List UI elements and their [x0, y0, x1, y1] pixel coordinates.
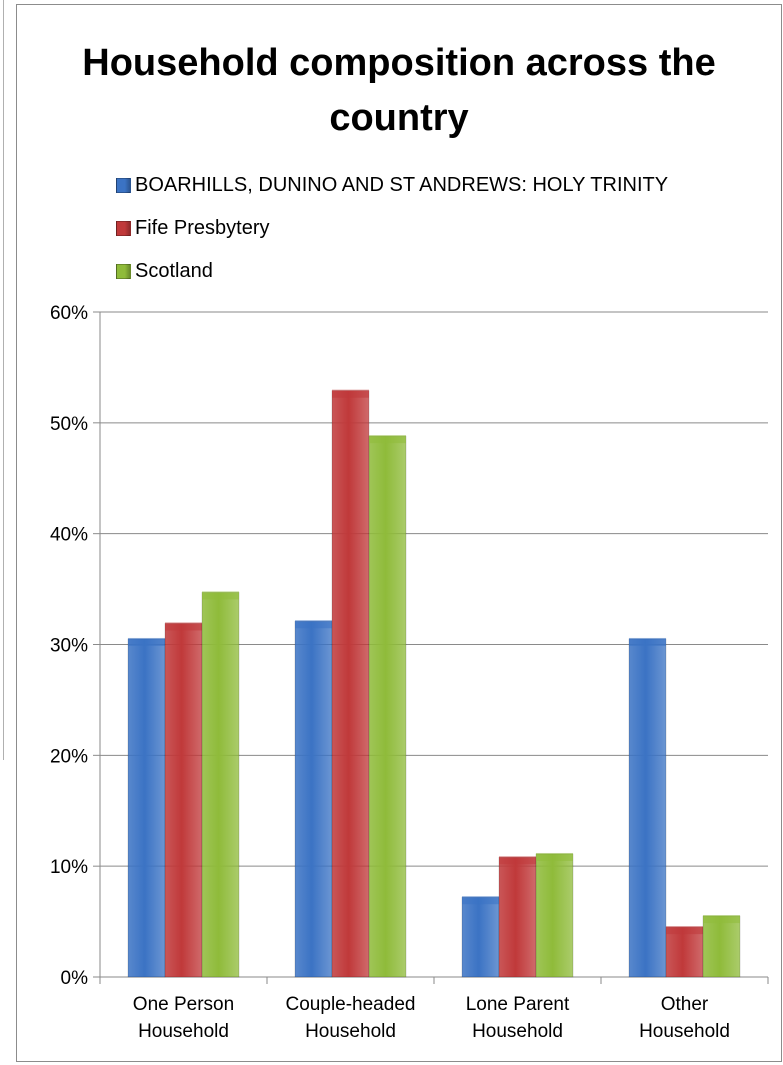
bar — [498, 856, 537, 978]
bar — [331, 390, 370, 978]
bar — [665, 926, 704, 978]
y-tick-label: 60% — [50, 303, 88, 324]
chart-legend: BOARHILLS, DUNINO AND ST ANDREWS: HOLY T… — [116, 164, 668, 293]
x-tick-label: Household — [305, 1021, 396, 1042]
bar — [368, 435, 407, 978]
bar — [164, 623, 203, 978]
bar-top — [165, 622, 202, 631]
y-tick-label: 40% — [50, 525, 88, 546]
x-tick-label: One Person — [133, 994, 234, 1015]
legend-item: Scotland — [116, 250, 668, 293]
y-tick-label: 20% — [50, 746, 88, 767]
y-tick-label: 30% — [50, 636, 88, 657]
y-tick-label: 0% — [61, 968, 89, 989]
bar-top — [629, 637, 666, 646]
x-tick-label: Other — [661, 994, 709, 1015]
y-tick-label: 50% — [50, 414, 88, 435]
bar-top — [369, 435, 406, 444]
bar — [461, 896, 500, 978]
bar-top — [332, 389, 369, 398]
legend-label: Fife Presbytery — [135, 217, 270, 239]
bar-top — [536, 852, 573, 861]
legend-swatch — [116, 178, 131, 193]
bar — [294, 620, 333, 978]
x-tick-label: Lone Parent — [466, 994, 570, 1015]
legend-item: Fife Presbytery — [116, 207, 668, 250]
bar-top — [462, 896, 499, 905]
bar — [628, 638, 667, 978]
bar-top — [128, 637, 165, 646]
window-edge — [3, 0, 4, 760]
bar-top — [295, 620, 332, 629]
legend-label: BOARHILLS, DUNINO AND ST ANDREWS: HOLY T… — [135, 174, 669, 196]
legend-swatch — [116, 264, 131, 279]
legend-item: BOARHILLS, DUNINO AND ST ANDREWS: HOLY T… — [116, 164, 668, 207]
chart-title: Household composition across the country — [82, 42, 716, 139]
x-tick-label: Couple-headed — [286, 994, 416, 1015]
bar-top — [202, 591, 239, 600]
x-tick-label: Household — [138, 1021, 229, 1042]
bar-top — [666, 926, 703, 935]
bar — [127, 638, 166, 978]
bar-top — [499, 856, 536, 865]
x-tick-label: Household — [639, 1021, 730, 1042]
bar-top — [703, 915, 740, 924]
bar — [535, 853, 574, 978]
bar — [201, 592, 240, 978]
legend-swatch — [116, 221, 131, 236]
y-tick-label: 10% — [50, 857, 88, 878]
legend-label: Scotland — [135, 260, 213, 282]
x-tick-label: Household — [472, 1021, 563, 1042]
bar — [702, 915, 741, 978]
